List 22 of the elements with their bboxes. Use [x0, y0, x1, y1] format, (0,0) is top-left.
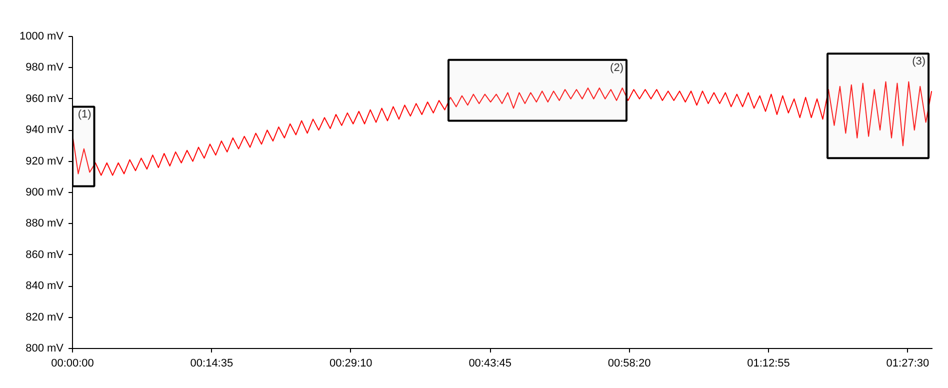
- x-tick-label: 00:00:00: [51, 358, 94, 370]
- band-label: (3): [912, 56, 926, 68]
- y-tick-label: 800 mV: [26, 342, 64, 354]
- line-series: [72, 81, 932, 176]
- y-tick-label: 940 mV: [26, 124, 64, 136]
- x-tick-label: 00:58:20: [608, 358, 651, 370]
- y-tick-label: 840 mV: [26, 280, 64, 292]
- x-tick-label: 00:14:35: [190, 358, 234, 370]
- x-tick-label: 01:27:30: [886, 358, 930, 370]
- y-tick-label: 980 mV: [26, 62, 64, 74]
- x-tick-label: 00:43:45: [468, 358, 512, 370]
- x-tick-label: 00:29:10: [329, 358, 372, 370]
- x-tick-label: 01:12:55: [747, 358, 790, 370]
- y-tick-label: 880 mV: [26, 218, 64, 230]
- band-label: (1): [78, 108, 92, 121]
- y-tick-label: 920 mV: [26, 155, 64, 168]
- y-tick-label: 820 mV: [26, 311, 64, 324]
- y-tick-label: 860 mV: [26, 248, 64, 261]
- band-label: (2): [610, 62, 624, 74]
- y-tick-label: 900 mV: [26, 186, 64, 198]
- y-tick-label: 1000 mV: [19, 30, 64, 42]
- y-tick-label: 960 mV: [26, 92, 64, 105]
